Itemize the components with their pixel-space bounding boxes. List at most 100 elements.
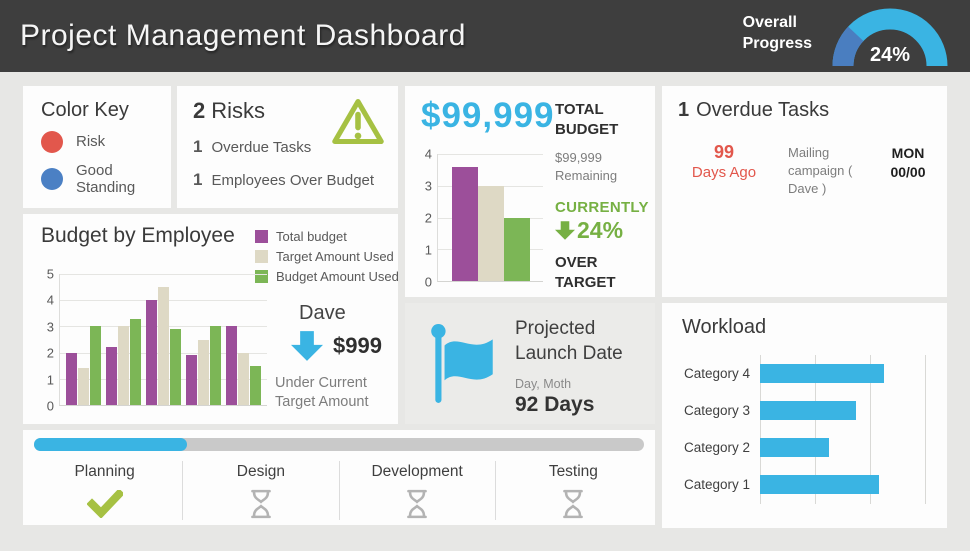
y-tick-label: 0 <box>424 274 432 290</box>
budget-remaining: $99,999 Remaining <box>555 150 618 183</box>
legend-label-target-amount: Target Amount Used <box>276 249 394 264</box>
employee-amount-row: $999 <box>291 331 393 361</box>
risk-item-over-budget-label: Employees Over Budget <box>211 172 375 189</box>
down-arrow-icon <box>291 331 323 361</box>
launch-date-text: Projected Launch Date Day, Moth 92 Days <box>515 317 647 417</box>
workload-bar <box>760 438 830 457</box>
workload-category-labels: Category 4 Category 3 Category 2 Category 1 <box>676 355 760 504</box>
bar-group <box>66 274 102 405</box>
gridline <box>60 274 267 275</box>
bar <box>169 329 181 405</box>
bars <box>60 274 267 405</box>
phase-columns: Planning Design Development Testing <box>27 461 651 520</box>
phase-development-label: Development <box>371 463 463 480</box>
y-tick-label: 2 <box>424 210 432 226</box>
bar <box>145 300 157 405</box>
bar <box>237 352 249 405</box>
total-budget-label-line1: TOTAL <box>555 101 604 118</box>
bar <box>504 217 530 281</box>
bar <box>185 355 197 405</box>
y-tick-label: 2 <box>46 345 54 361</box>
overdue-due-date: MON 00/00 <box>881 142 935 182</box>
legend-swatch-budget-amount <box>255 270 268 283</box>
phase-planning: Planning <box>27 461 182 520</box>
y-tick-label: 3 <box>46 319 54 335</box>
workload-row <box>760 392 925 429</box>
flag-icon <box>431 324 493 403</box>
bbe-chart-y-axis: 0 1 2 3 4 5 <box>41 267 59 414</box>
employee-amount: $999 <box>333 333 382 358</box>
launch-date-label: Day, Moth <box>515 377 572 392</box>
color-key-panel: Color Key Risk Good Standing <box>23 86 171 208</box>
overall-progress-gauge: 24% <box>832 8 948 66</box>
overall-progress-label-line1: Overall <box>742 14 797 31</box>
overdue-tasks-panel: 1 Overdue Tasks 99 Days Ago Mailing campa… <box>662 86 947 297</box>
phase-design: Design <box>182 461 338 520</box>
legend-label-total-budget: Total budget <box>276 229 347 244</box>
bar <box>66 352 78 405</box>
bar-group <box>106 274 142 405</box>
bar <box>197 339 209 405</box>
workload-category-label: Category 4 <box>683 366 750 381</box>
gridline <box>814 355 816 504</box>
risk-item-overdue-count: 1 <box>193 137 203 156</box>
workload-category-label: Category 2 <box>683 440 750 455</box>
y-tick-label: 1 <box>46 372 54 388</box>
risk-item-overdue: 1 Overdue Tasks <box>193 137 398 157</box>
warning-triangle-icon <box>332 99 384 145</box>
y-tick-label: 0 <box>46 398 54 414</box>
overdue-tasks-title-label: Overdue Tasks <box>696 99 830 121</box>
bar <box>225 326 237 405</box>
color-key-item-risk: Risk <box>41 131 171 153</box>
hourglass-icon <box>405 488 429 520</box>
bars <box>438 154 543 281</box>
bar <box>478 185 504 281</box>
checkmark-icon <box>86 488 123 520</box>
phase-testing-label: Testing <box>548 463 598 480</box>
overall-progress-label-line2: Progress <box>742 34 812 52</box>
mini-chart-plot <box>437 154 543 282</box>
risks-title-label: Risks <box>211 98 266 123</box>
workload-row <box>760 355 925 392</box>
gridline <box>870 355 871 504</box>
phase-testing: Testing <box>494 461 651 520</box>
budget-by-employee-title: Budget by Employee <box>41 224 235 247</box>
risk-item-overdue-label: Overdue Tasks <box>211 139 312 156</box>
bar-group <box>225 274 261 405</box>
y-tick-label: 5 <box>46 266 54 282</box>
bar <box>90 326 102 405</box>
overdue-tasks-count: 1 <box>678 99 690 121</box>
risk-item-over-budget-count: 1 <box>193 170 203 189</box>
good-standing-color-dot <box>41 168 63 191</box>
total-budget-panel: $99,999 TOTAL BUDGET $99,999 Remaining C… <box>405 86 655 297</box>
total-budget-label: TOTAL BUDGET <box>555 100 618 139</box>
gridline <box>760 355 761 504</box>
gauge-value-label: 24% <box>870 44 910 66</box>
legend-item-total-budget: Total budget <box>255 229 399 244</box>
bar <box>452 166 478 281</box>
launch-date-panel: Projected Launch Date Day, Moth 92 Days <box>405 303 655 424</box>
good-standing-label: Good Standing <box>76 162 136 197</box>
employee-name: Dave <box>299 302 346 324</box>
overdue-tasks-title: 1 Overdue Tasks <box>678 99 829 122</box>
budget-delta: 24% <box>555 217 623 244</box>
phases-panel: Planning Design Development Testing <box>23 430 655 525</box>
budget-mini-chart: 0 1 2 3 4 <box>419 147 543 290</box>
total-budget-label-line2: BUDGET <box>555 120 619 138</box>
legend-item-target-amount: Target Amount Used <box>255 249 399 264</box>
over-target-line2: TARGET <box>555 273 616 291</box>
bar <box>209 326 221 405</box>
bar <box>157 287 169 405</box>
workload-bar <box>760 475 879 494</box>
color-key-title: Color Key <box>41 99 129 121</box>
hourglass-icon <box>561 488 585 520</box>
overdue-task-row: 99 Days Ago Mailing campaign ( Dave ) MO… <box>678 142 935 199</box>
bar-group <box>145 274 181 405</box>
workload-plot <box>760 355 926 504</box>
page-title: Project Management Dashboard <box>20 19 466 52</box>
phase-development: Development <box>338 461 495 520</box>
workload-bar <box>760 401 856 420</box>
workload-category-label: Category 3 <box>683 403 750 418</box>
